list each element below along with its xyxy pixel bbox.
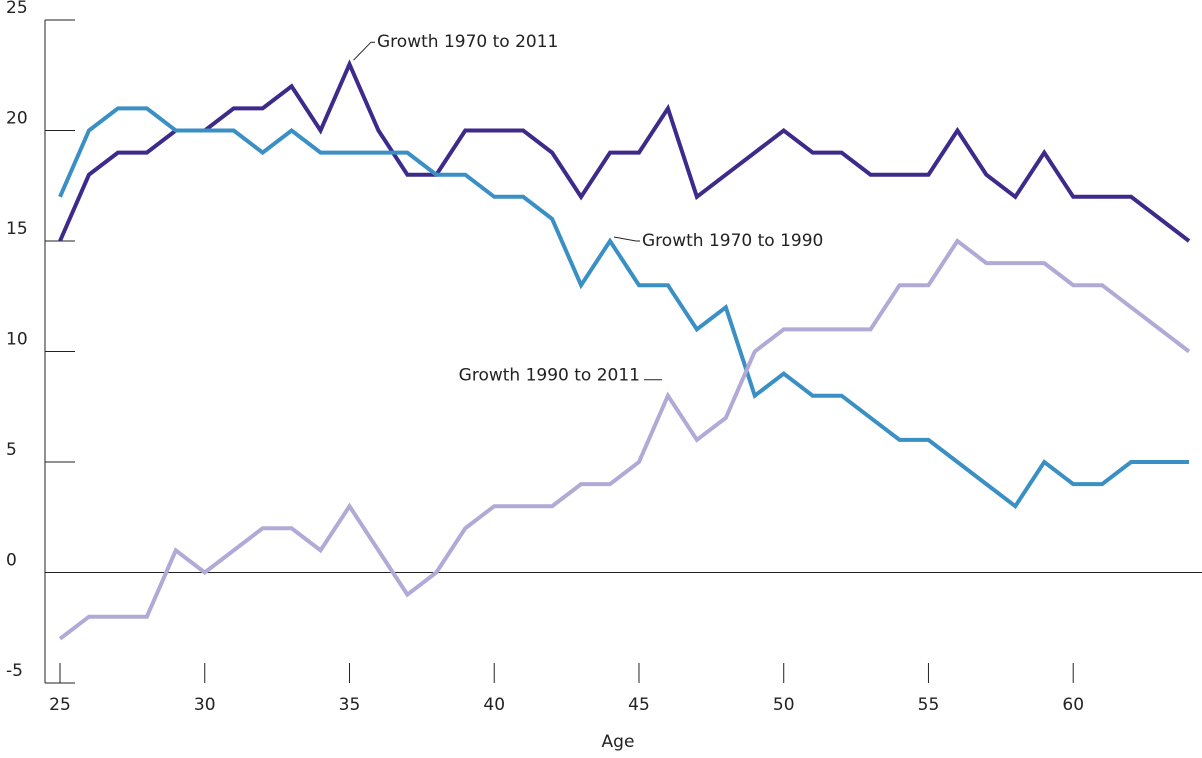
leader-line [613,236,640,242]
x-tick-label: 35 [339,695,361,715]
y-tick-label: 0 [6,551,17,571]
x-tick-label: 55 [918,695,940,715]
x-axis-label: Age [602,732,635,752]
y-tick-label: -5 [6,661,23,681]
x-tick-label: 45 [628,695,650,715]
series-label: Growth 1970 to 2011 [377,32,558,52]
y-tick-label: 5 [6,440,17,460]
x-tick-label: 60 [1062,695,1084,715]
x-tick-label: 25 [49,695,71,715]
series-line [58,106,1189,510]
x-tick-label: 40 [483,695,505,715]
series-label: Growth 1990 to 2011 [459,366,640,386]
y-tick-label: 10 [6,330,28,350]
leader-line [353,41,375,61]
x-tick-label: 30 [194,695,216,715]
series-label: Growth 1970 to 1990 [642,231,823,251]
x-tick-label: 50 [773,695,795,715]
series-line [58,59,1191,243]
y-tick-label: 15 [6,219,28,239]
series-line [58,238,1191,641]
y-tick-label: 25 [6,0,28,18]
y-tick-label: 20 [6,109,28,129]
